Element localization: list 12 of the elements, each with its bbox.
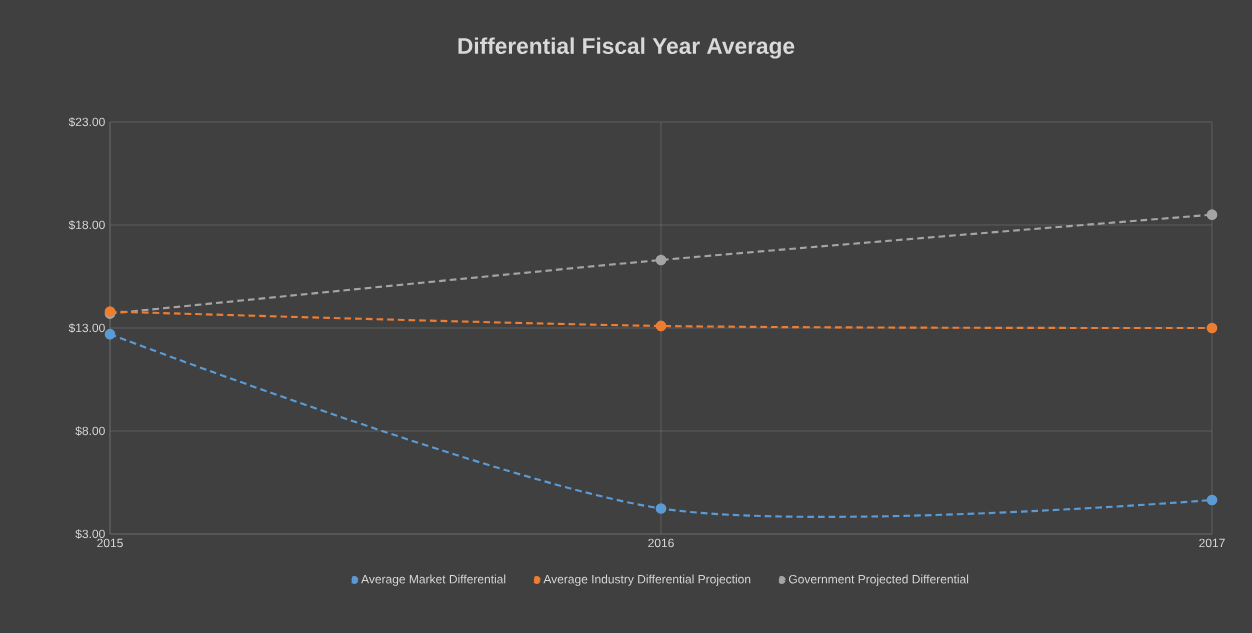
y-tick-label: $3.00	[75, 529, 105, 539]
legend-label: Average Market Differential	[361, 574, 506, 586]
legend-label: Average Industry Differential Projection	[543, 574, 751, 586]
y-tick-label: $18.00	[68, 220, 105, 230]
y-tick-label: $8.00	[75, 426, 105, 436]
y-tick-label: $13.00	[68, 323, 105, 333]
y-tick-label: $23.00	[68, 117, 105, 127]
legend-label: Government Projected Differential	[788, 574, 969, 586]
x-tick-label: 2016	[648, 538, 674, 548]
x-tick-label: 2015	[97, 538, 123, 548]
chart-title: Differential Fiscal Year Average	[458, 37, 795, 59]
x-tick-label: 2017	[1199, 538, 1225, 548]
